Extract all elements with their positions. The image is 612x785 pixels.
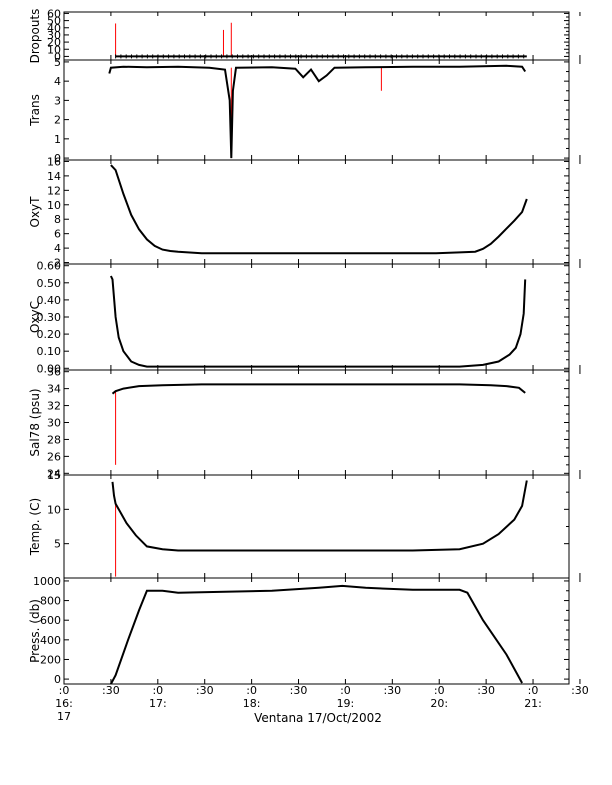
y-tick-label: 0.40 [37,294,62,307]
y-tick-label: 5 [54,56,61,69]
y-tick-label: 0.30 [37,311,62,324]
y-tick-label: 400 [40,634,61,647]
panel-2: 0 1 2 3 4 5 Trans [28,56,581,165]
figure-caption: Ventana 17/Oct/2002 [254,711,382,725]
panel-5: 24 26 28 30 32 34 36 Sal78 (psu) [28,366,581,480]
panel-6: 5 10 15 Temp. (C) [28,469,581,579]
x-tick-label: :30 [571,684,589,697]
y-tick-label: 1 [54,133,61,146]
series-line [110,584,523,685]
y-tick-label: 14 [47,170,61,183]
x-tick-label: :30 [383,684,401,697]
y-tick-label: 60 [47,7,61,20]
y-tick-label: 0.00 [37,362,62,375]
y-tick-label: 2 [54,114,61,127]
y-tick-label: 5 [54,538,61,551]
y-tick-label: 3 [54,94,61,107]
x-tick-label: :0 [340,684,351,697]
y-axis-label: Trans [28,94,42,127]
y-tick-label: 30 [47,417,61,430]
x-tick-label: :30 [477,684,495,697]
panel-4: 0.00 0.10 0.20 0.30 0.40 0.50 0.60 OxyC [28,260,581,375]
x-tick-hour-label: 16: [55,697,73,710]
y-tick-label: 26 [47,450,61,463]
y-tick-label: 0.50 [37,277,62,290]
y-tick-label: 36 [47,366,61,379]
x-tick-hour-label: 18: [243,697,261,710]
panel-frame [63,159,570,265]
y-tick-label: 30 [47,29,61,42]
y-tick-label: 15 [47,469,61,482]
y-tick-label: 10 [47,199,61,212]
y-tick-label: 0 [54,152,61,165]
y-tick-label: 10 [47,43,61,56]
y-tick-label: 40 [47,22,61,35]
y-tick-label: 0 [54,673,61,686]
series-line [110,164,528,255]
x-tick-hour-label: 17: [149,697,167,710]
y-tick-label: 0.60 [37,260,62,273]
y-axis-label: OxyT [28,196,42,228]
y-tick-label: 16 [47,155,61,168]
series-line [109,275,527,368]
y-tick-label: 0.10 [37,345,62,358]
y-tick-label: 12 [47,184,61,197]
y-tick-label: 600 [40,614,61,627]
y-tick-label: 1000 [33,575,61,588]
panel-frame [63,11,570,61]
y-tick-label: 2 [54,257,61,270]
x-tick-hour-label: 19: [337,697,355,710]
x-tick-sub-label: 17 [57,710,71,723]
x-tick-label: :0 [434,684,445,697]
y-tick-label: 8 [54,213,61,226]
y-tick-label: 200 [40,653,61,666]
panel-frame [63,59,570,161]
series-line [108,64,527,159]
y-axis-label: Dropouts [28,9,42,64]
y-axis-label: Press. (db) [28,599,42,663]
y-tick-label: 4 [54,242,61,255]
y-tick-label: 32 [47,400,61,413]
y-tick-label: 20 [47,36,61,49]
y-tick-label: 800 [40,595,61,608]
y-tick-label: 6 [54,228,61,241]
x-tick-label: :30 [290,684,308,697]
panel-frame [63,577,570,685]
y-tick-label: 28 [47,433,61,446]
series-line [111,480,528,552]
y-tick-label: 0 [54,50,61,63]
y-tick-label: 4 [54,75,61,88]
y-tick-label: 24 [47,467,61,480]
x-tick-hour-label: 21: [524,697,542,710]
x-tick-label: :0 [59,684,70,697]
x-tick-hour-label: 20: [430,697,448,710]
y-tick-label: 50 [47,15,61,28]
x-tick-label: :0 [246,684,257,697]
panel-frame [63,263,570,371]
panel-7: 0 200 400 600 800 1000 Press. (db) [28,575,581,686]
series-line [111,383,526,395]
y-tick-label: 0.20 [37,328,62,341]
panel-frame [63,474,570,579]
x-tick-label: :30 [102,684,120,697]
y-tick-label: 34 [47,383,61,396]
x-tick-label: :30 [196,684,214,697]
y-axis-label: Temp. (C) [28,498,42,556]
y-tick-label: 10 [47,503,61,516]
x-tick-label: :0 [528,684,539,697]
y-axis-label: Sal78 (psu) [28,388,42,456]
y-axis-label: OxyC [28,301,42,333]
x-tick-label: :0 [152,684,163,697]
